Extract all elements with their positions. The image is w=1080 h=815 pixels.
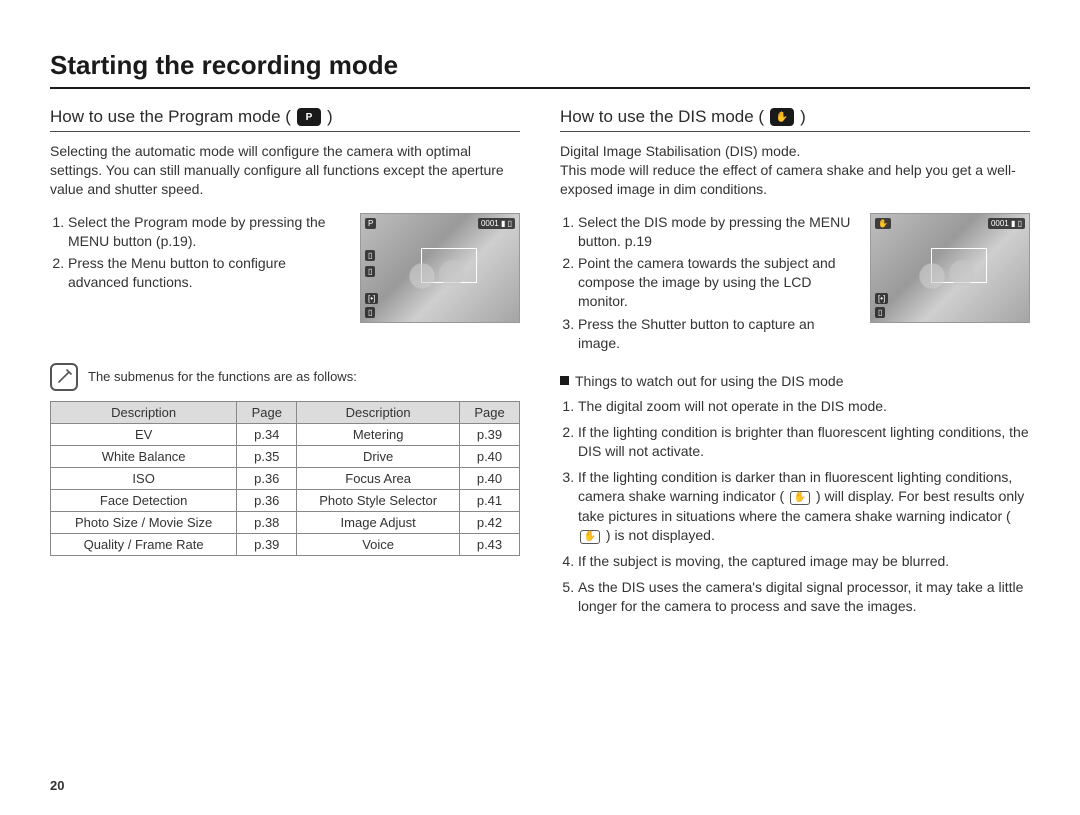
note-icon [50, 363, 78, 391]
lcd-counter-badge: 0001 ▮ ▯ [988, 218, 1025, 229]
bullet-square-icon [560, 376, 569, 385]
table-row: Photo Size / Movie Size p.38 Image Adjus… [51, 511, 520, 533]
cell-page: p.39 [237, 533, 297, 555]
watch-item-4: If the subject is moving, the captured i… [578, 552, 1030, 572]
note-text: The submenus for the functions are as fo… [88, 363, 357, 384]
lcd-icon-1: ▯ [365, 250, 375, 261]
cell-desc: Metering [297, 423, 460, 445]
lcd-icon-4: ▯ [365, 307, 375, 318]
dis-mode-heading: How to use the DIS mode ( ✋ ) [560, 107, 1030, 132]
cell-page: p.40 [460, 445, 520, 467]
program-mode-heading: How to use the Program mode ( P ) [50, 107, 520, 132]
cell-desc: Focus Area [297, 467, 460, 489]
program-mode-steps: Select the Program mode by pressing the … [50, 213, 348, 323]
th-desc-1: Description [51, 401, 237, 423]
lcd-icon-4: ▯ [875, 307, 885, 318]
watch-item-3: If the lighting condition is darker than… [578, 468, 1030, 546]
dis-mode-steps: Select the DIS mode by pressing the MENU… [560, 213, 858, 357]
watch-item-2: If the lighting condition is brighter th… [578, 423, 1030, 462]
program-mode-intro: Selecting the automatic mode will config… [50, 142, 520, 199]
cell-desc: EV [51, 423, 237, 445]
cell-desc: Photo Size / Movie Size [51, 511, 237, 533]
program-step-2: Press the Menu button to configure advan… [68, 254, 348, 292]
cell-desc: Quality / Frame Rate [51, 533, 237, 555]
cell-page: p.41 [460, 489, 520, 511]
cell-desc: Image Adjust [297, 511, 460, 533]
dis-mode-lcd-preview: ✋ 0001 ▮ ▯ [•] ▯ [870, 213, 1030, 323]
th-desc-2: Description [297, 401, 460, 423]
program-mode-steps-block: Select the Program mode by pressing the … [50, 213, 520, 323]
shake-warning-icon: ✋ [790, 491, 810, 505]
dis-step-2: Point the camera towards the subject and… [578, 254, 858, 311]
cell-page: p.38 [237, 511, 297, 533]
lcd-counter-badge: 0001 ▮ ▯ [478, 218, 515, 229]
table-row: Face Detection p.36 Photo Style Selector… [51, 489, 520, 511]
dis-mode-intro: Digital Image Stabilisation (DIS) mode. … [560, 142, 1030, 199]
cell-page: p.34 [237, 423, 297, 445]
program-mode-icon: P [297, 108, 321, 126]
lcd-icon-3: [•] [875, 293, 888, 304]
cell-page: p.36 [237, 489, 297, 511]
cell-desc: Voice [297, 533, 460, 555]
cell-page: p.36 [237, 467, 297, 489]
lcd-icon-3: [•] [365, 293, 378, 304]
heading-text-suffix: ) [800, 107, 806, 127]
table-header-row: Description Page Description Page [51, 401, 520, 423]
cell-page: p.40 [460, 467, 520, 489]
left-column: How to use the Program mode ( P ) Select… [50, 107, 520, 623]
right-column: How to use the DIS mode ( ✋ ) Digital Im… [560, 107, 1030, 623]
functions-table: Description Page Description Page EV p.3… [50, 401, 520, 556]
heading-text-suffix: ) [327, 107, 333, 127]
dis-mode-icon: ✋ [770, 108, 794, 126]
table-row: White Balance p.35 Drive p.40 [51, 445, 520, 467]
page-number: 20 [50, 778, 64, 793]
th-page-1: Page [237, 401, 297, 423]
shake-warning-icon: ✋ [580, 530, 600, 544]
watch-out-heading: Things to watch out for using the DIS mo… [560, 373, 1030, 389]
table-row: Quality / Frame Rate p.39 Voice p.43 [51, 533, 520, 555]
dis-step-3: Press the Shutter button to capture an i… [578, 315, 858, 353]
cell-desc: Drive [297, 445, 460, 467]
submenu-note: The submenus for the functions are as fo… [50, 363, 520, 391]
cell-page: p.43 [460, 533, 520, 555]
lcd-icon-2: ▯ [365, 266, 375, 277]
table-row: EV p.34 Metering p.39 [51, 423, 520, 445]
heading-text-prefix: How to use the Program mode ( [50, 107, 291, 127]
watch-item-3c: ) is not displayed. [606, 527, 715, 543]
cell-desc: Face Detection [51, 489, 237, 511]
cell-page: p.42 [460, 511, 520, 533]
th-page-2: Page [460, 401, 520, 423]
program-step-1: Select the Program mode by pressing the … [68, 213, 348, 251]
watch-out-heading-text: Things to watch out for using the DIS mo… [575, 373, 843, 389]
cell-desc: Photo Style Selector [297, 489, 460, 511]
page-title: Starting the recording mode [50, 50, 1030, 89]
dis-mode-steps-block: Select the DIS mode by pressing the MENU… [560, 213, 1030, 357]
cell-desc: White Balance [51, 445, 237, 467]
cell-page: p.39 [460, 423, 520, 445]
lcd-mode-badge: ✋ [875, 218, 891, 229]
watch-out-list: The digital zoom will not operate in the… [560, 397, 1030, 617]
dis-step-1: Select the DIS mode by pressing the MENU… [578, 213, 858, 251]
cell-desc: ISO [51, 467, 237, 489]
lcd-mode-badge: P [365, 218, 376, 229]
program-mode-lcd-preview: P 0001 ▮ ▯ ▯ ▯ [•] ▯ [360, 213, 520, 323]
two-column-layout: How to use the Program mode ( P ) Select… [50, 107, 1030, 623]
watch-item-5: As the DIS uses the camera's digital sig… [578, 578, 1030, 617]
cell-page: p.35 [237, 445, 297, 467]
heading-text-prefix: How to use the DIS mode ( [560, 107, 764, 127]
watch-item-1: The digital zoom will not operate in the… [578, 397, 1030, 417]
table-row: ISO p.36 Focus Area p.40 [51, 467, 520, 489]
